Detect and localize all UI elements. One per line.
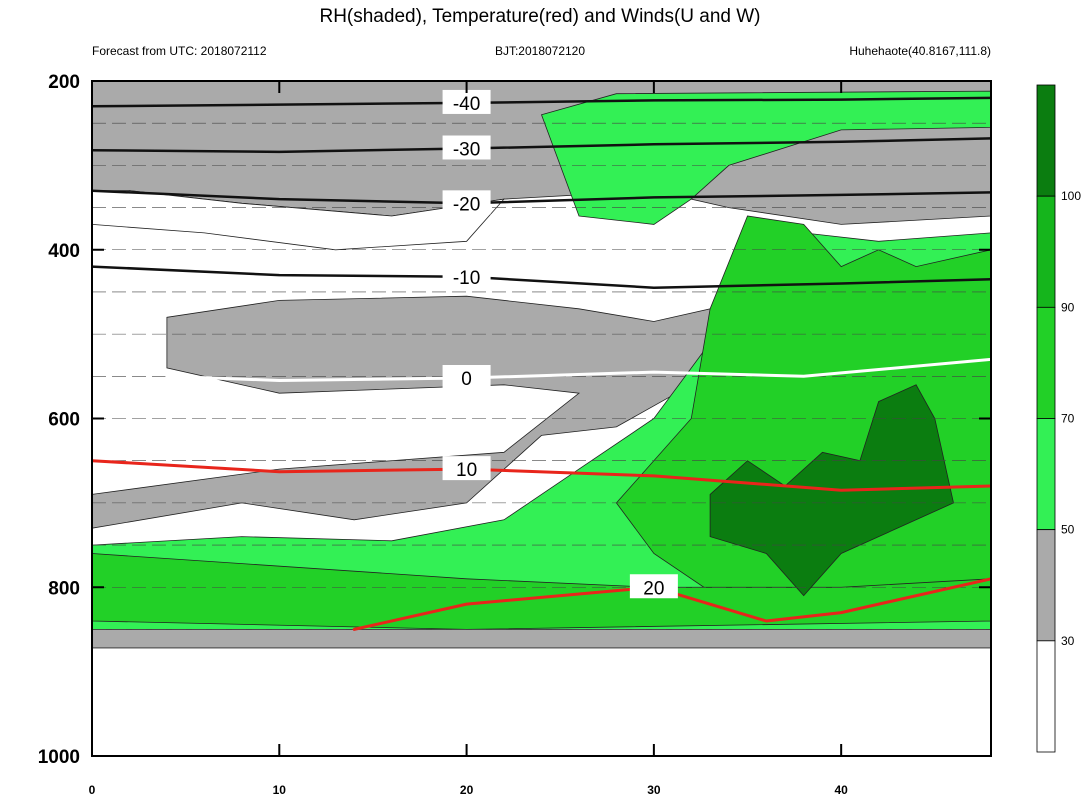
colorbar: 30 50 70 90 100 — [1036, 84, 1081, 753]
contour-label-text: 20 — [643, 578, 664, 599]
x-tick-label-0: 0 — [89, 783, 96, 797]
contour-label-text: 10 — [456, 460, 477, 481]
contour-10 — [92, 459, 991, 492]
contour-label-box — [442, 190, 491, 215]
contour--10 — [92, 265, 991, 289]
colorbar-segment-3 — [1036, 418, 1056, 531]
colorbar-segment-0 — [1036, 84, 1056, 197]
contour-label--10: -10 — [442, 263, 491, 289]
contour--20 — [92, 189, 991, 205]
contour--40 — [92, 96, 991, 108]
y-tick-label-400: 400 — [48, 241, 80, 262]
contour-20 — [352, 577, 991, 631]
contour-label-text: 0 — [461, 369, 472, 390]
contour-label--40: -40 — [442, 89, 491, 115]
forecast-time-label: Forecast from UTC: 2018072112 — [92, 44, 267, 58]
bjt-time-label: BJT:2018072120 — [495, 44, 585, 58]
rh-region-lt30-upper — [92, 190, 506, 251]
contour-label--30: -30 — [442, 135, 491, 161]
contour-label-20: 20 — [629, 574, 678, 599]
colorbar-segment-1 — [1036, 195, 1056, 308]
colorbar-label-90: 90 — [1061, 300, 1075, 314]
x-tick-label-30: 30 — [647, 783, 661, 797]
y-tick-label-800: 800 — [48, 578, 80, 599]
plot-area: -40 -30 -20 -10 0 10 20 — [92, 81, 991, 756]
contour--30 — [92, 137, 991, 154]
rh-region-70-90-low — [92, 553, 991, 630]
x-tick-label-40: 40 — [834, 783, 848, 797]
y-tick-label-1000: 1000 — [38, 747, 80, 768]
contour-label-box — [442, 263, 491, 288]
chart-title: RH(shaded), Temperature(red) and Winds(U… — [319, 6, 760, 27]
rh-region-30-50-ground — [92, 629, 991, 649]
contour-label-box — [629, 574, 678, 599]
colorbar-label-30: 30 — [1061, 634, 1075, 648]
x-tick-label-20: 20 — [460, 783, 474, 797]
rh-region-below-ground — [92, 647, 991, 756]
contour-label-box — [442, 135, 491, 160]
y-tick-label-600: 600 — [48, 410, 80, 431]
rh-region-50-70-upper — [540, 90, 991, 225]
contour-label-0: 0 — [442, 365, 491, 390]
contour-label--20: -20 — [442, 190, 491, 215]
y-tick-label-200: 200 — [48, 72, 80, 93]
colorbar-segment-4 — [1036, 529, 1056, 642]
contour-label-box — [442, 89, 491, 114]
colorbar-segment-5 — [1036, 640, 1056, 753]
contour-label-box — [442, 365, 491, 389]
temperature-contours — [92, 96, 991, 631]
colorbar-segment-2 — [1036, 306, 1056, 419]
contour-label-text: -20 — [453, 194, 480, 215]
temperature-contour-labels: -40 -30 -20 -10 0 10 20 — [442, 89, 678, 599]
x-tick-label-10: 10 — [273, 783, 287, 797]
contour-label-text: -40 — [453, 94, 480, 115]
colorbar-label-70: 70 — [1061, 412, 1075, 426]
contour-label-text: -10 — [453, 268, 480, 289]
contour-label-box — [442, 456, 491, 481]
contour-label-text: -30 — [453, 140, 480, 161]
contour-label-10: 10 — [442, 456, 491, 481]
colorbar-label-100: 100 — [1061, 189, 1081, 203]
station-label: Huhehaote(40.8167,111.8) — [849, 44, 991, 58]
rh-region-30-50-mid — [92, 295, 730, 529]
contour-0 — [165, 357, 991, 382]
colorbar-label-50: 50 — [1061, 523, 1075, 537]
